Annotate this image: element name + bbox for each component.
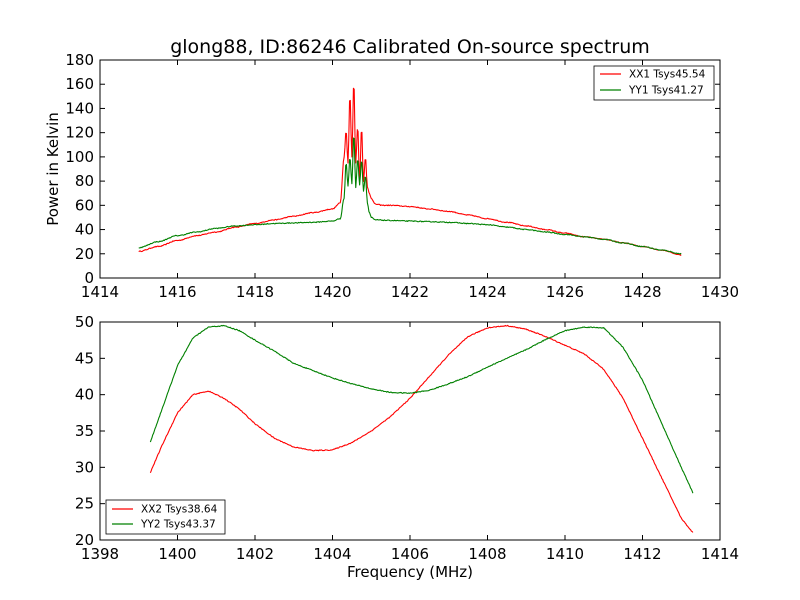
top-plot-y-tick-label: 180 — [65, 51, 94, 69]
bottom-plot-x-tick-label: 1406 — [391, 545, 429, 563]
bottom-plot-legend: XX2 Tsys38.64 YY2 Tsys43.37 — [105, 499, 226, 535]
top-plot-ticks: 1414 1416 1418 1420 1422 1424 1426 1428 1430 0 20 4… — [65, 51, 739, 301]
top-plot-x-tick-label: 1426 — [546, 283, 584, 301]
bottom-plot-ticks: 1398 1400 1402 1404 1406 1408 1410 1412 1414 20 25… — [75, 313, 739, 563]
bottom-plot-x-tick-label: 1412 — [623, 545, 661, 563]
legend-label-yy2: YY2 Tsys43.37 — [140, 519, 216, 531]
top-plot-y-tick-label: 60 — [75, 196, 94, 214]
legend-label-yy1: YY1 Tsys41.27 — [628, 85, 704, 97]
top-plot: 1414 1416 1418 1420 1422 1424 1426 1428 1430 0 20 4… — [44, 51, 739, 301]
bottom-plot-y-tick-label: 35 — [75, 422, 94, 440]
top-plot-y-tick-label: 100 — [65, 148, 94, 166]
bottom-plot-y-tick-label: 25 — [75, 495, 94, 513]
top-plot-y-tick-label: 20 — [75, 245, 94, 263]
top-plot-series-line-yy1-tsys41-27 — [138, 137, 682, 255]
bottom-plot-x-tick-label: 1414 — [701, 545, 739, 563]
top-plot-x-tick-label: 1414 — [81, 283, 119, 301]
bottom-plot-y-tick-label: 40 — [75, 386, 94, 404]
top-plot-y-tick-label: 0 — [84, 269, 94, 287]
top-plot-legend-box — [593, 65, 715, 101]
bottom-plot-legend-box — [105, 499, 226, 535]
bottom-plot-y-tick-label: 30 — [75, 458, 94, 476]
bottom-plot-series-line-xx2-tsys38-64 — [149, 324, 694, 533]
top-plot-series-group — [138, 87, 682, 256]
bottom-plot-x-tick-label: 1400 — [158, 545, 196, 563]
top-plot-y-tick-label: 140 — [65, 99, 94, 117]
legend-label-xx2: XX2 Tsys38.64 — [141, 504, 218, 516]
top-plot-x-tick-label: 1418 — [236, 283, 274, 301]
bottom-plot: 1398 1400 1402 1404 1406 1408 1410 1412 1414 20 25… — [75, 313, 739, 563]
bottom-plot-series-line-yy2-tsys43-37 — [149, 324, 694, 494]
bottom-plot-y-tick-label: 20 — [75, 531, 94, 549]
top-plot-x-tick-label: 1420 — [313, 283, 351, 301]
top-plot-x-tick-label: 1424 — [468, 283, 506, 301]
bottom-plot-y-tick-label: 50 — [75, 313, 94, 331]
bottom-plot-x-tick-label: 1398 — [81, 545, 119, 563]
top-plot-x-tick-label: 1416 — [158, 283, 196, 301]
bottom-plot-x-tick-label: 1402 — [236, 545, 274, 563]
chart-title: glong88, ID:86246 Calibrated On-source s… — [170, 36, 650, 58]
top-plot-x-tick-label: 1428 — [623, 283, 661, 301]
top-plot-x-tick-label: 1422 — [391, 283, 429, 301]
bottom-plot-x-tick-label: 1404 — [313, 545, 351, 563]
top-plot-y-axis-label: Power in Kelvin — [44, 112, 62, 226]
bottom-plot-y-tick-label: 45 — [75, 349, 94, 367]
top-plot-y-tick-label: 40 — [75, 221, 94, 239]
top-plot-x-tick-label: 1430 — [701, 283, 739, 301]
top-plot-y-tick-label: 160 — [65, 75, 94, 93]
legend-label-xx1: XX1 Tsys45.54 — [629, 69, 706, 81]
top-plot-y-tick-label: 80 — [75, 172, 94, 190]
bottom-plot-x-tick-label: 1408 — [468, 545, 506, 563]
bottom-plot-series-group — [149, 324, 694, 533]
x-axis-label: Frequency (MHz) — [347, 563, 473, 581]
top-plot-y-tick-label: 120 — [65, 124, 94, 142]
bottom-plot-x-tick-label: 1410 — [546, 545, 584, 563]
top-plot-legend: XX1 Tsys45.54 YY1 Tsys41.27 — [593, 65, 715, 101]
